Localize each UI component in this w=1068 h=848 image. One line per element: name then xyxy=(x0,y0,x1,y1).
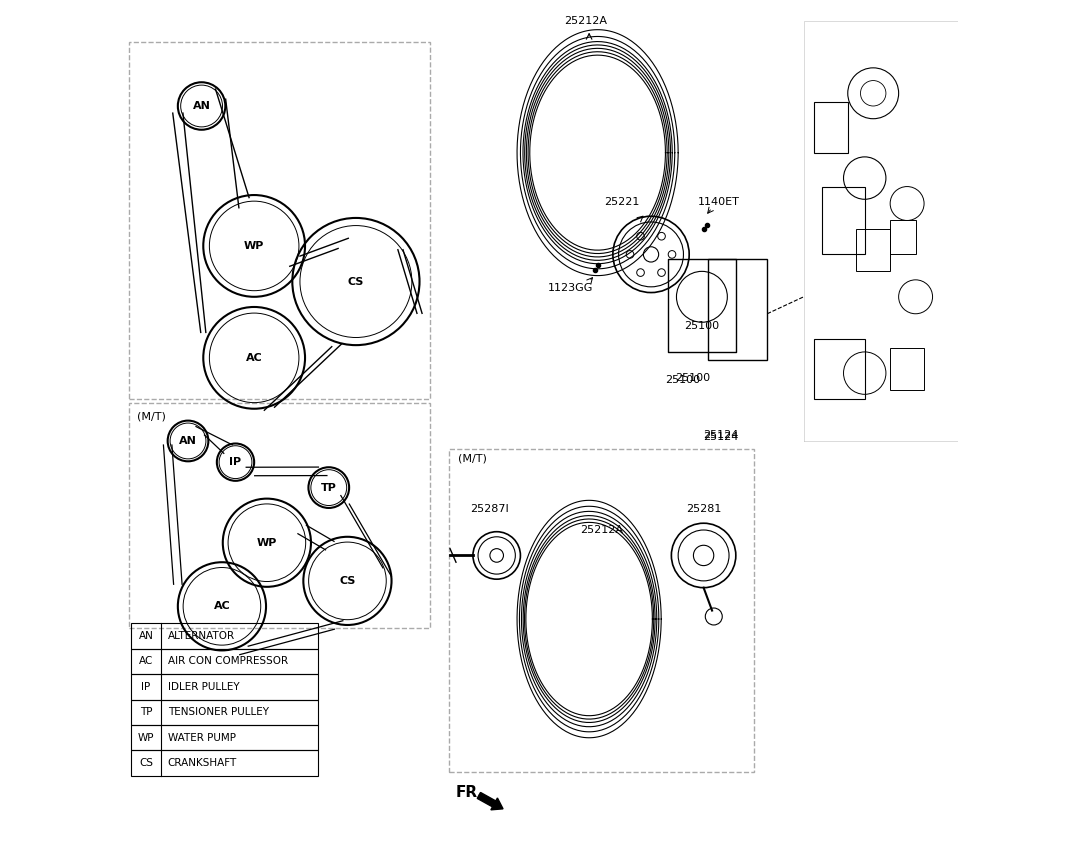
Text: CS: CS xyxy=(139,758,153,768)
Text: 1140ET: 1140ET xyxy=(697,197,740,207)
Text: WP: WP xyxy=(256,538,277,548)
Bar xyxy=(131,700,318,725)
Text: 25212A: 25212A xyxy=(580,525,624,535)
Bar xyxy=(131,649,318,674)
Text: 25221: 25221 xyxy=(604,197,640,207)
Bar xyxy=(131,750,318,776)
Bar xyxy=(708,259,767,360)
Text: WATER PUMP: WATER PUMP xyxy=(168,733,236,743)
Text: CS: CS xyxy=(340,576,356,586)
Bar xyxy=(890,220,915,254)
Text: AIR CON COMPRESSOR: AIR CON COMPRESSOR xyxy=(168,656,287,667)
Text: AN: AN xyxy=(139,631,154,641)
Bar xyxy=(131,623,318,649)
Bar xyxy=(822,187,865,254)
Text: AC: AC xyxy=(214,601,231,611)
Text: CS: CS xyxy=(348,276,364,287)
Text: TP: TP xyxy=(320,483,336,493)
Bar xyxy=(128,403,429,628)
FancyArrow shape xyxy=(477,793,503,810)
Bar xyxy=(450,449,754,772)
Text: CRANKSHAFT: CRANKSHAFT xyxy=(168,758,237,768)
Bar xyxy=(128,42,429,399)
Bar xyxy=(131,725,318,750)
Text: AN: AN xyxy=(192,101,210,111)
Bar xyxy=(668,259,736,352)
Text: IDLER PULLEY: IDLER PULLEY xyxy=(168,682,239,692)
Bar xyxy=(890,348,924,390)
Text: 25287I: 25287I xyxy=(471,504,509,514)
Text: ALTERNATOR: ALTERNATOR xyxy=(168,631,235,641)
Bar xyxy=(857,229,890,271)
Text: 25281: 25281 xyxy=(686,504,721,514)
Text: 1123GG: 1123GG xyxy=(548,283,593,293)
Text: 25100: 25100 xyxy=(665,375,700,385)
Text: (M/T): (M/T) xyxy=(458,454,487,464)
Text: 25100: 25100 xyxy=(676,373,710,383)
Text: FR.: FR. xyxy=(456,785,484,801)
Text: AN: AN xyxy=(179,436,197,446)
Text: IP: IP xyxy=(141,682,151,692)
Text: WP: WP xyxy=(138,733,154,743)
Text: TP: TP xyxy=(140,707,153,717)
Bar xyxy=(131,674,318,700)
Bar xyxy=(814,102,848,153)
Text: 25100: 25100 xyxy=(685,321,720,332)
Text: WP: WP xyxy=(244,241,265,251)
Text: (M/T): (M/T) xyxy=(137,411,166,421)
Text: AC: AC xyxy=(139,656,153,667)
Text: 25212A: 25212A xyxy=(564,16,608,26)
Text: AC: AC xyxy=(246,353,263,363)
Text: 25124: 25124 xyxy=(704,430,739,440)
Bar xyxy=(814,339,865,399)
Text: TENSIONER PULLEY: TENSIONER PULLEY xyxy=(168,707,269,717)
Text: 25124: 25124 xyxy=(703,432,738,442)
Text: IP: IP xyxy=(230,457,241,467)
